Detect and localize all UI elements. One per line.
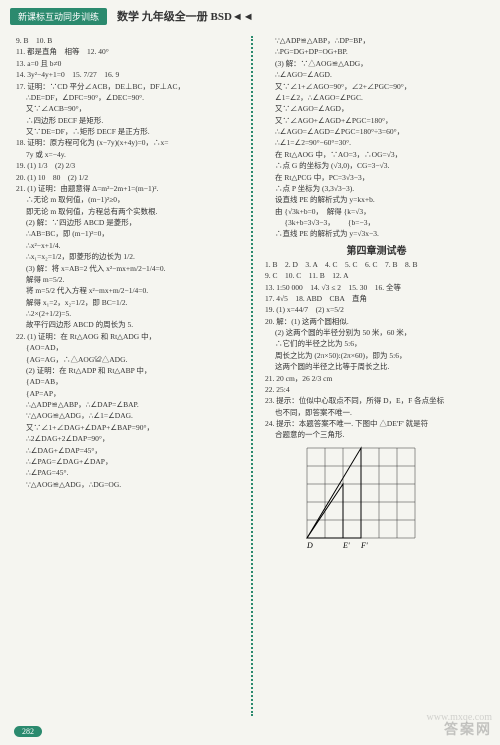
text-line: 13. a=0 且 b≠0 (16, 59, 239, 70)
text-line: ∴点 G 的坐标为 (√3,0)，CG=3−√3. (265, 161, 488, 172)
text-line: 24. 提示：本题答案不唯一. 下图中 △DE'F' 就是符 (265, 419, 488, 430)
text-line: 解得 x₁=2，x₂=1/2，即 BC=1/2. (16, 298, 239, 309)
svg-text:E': E' (342, 541, 350, 550)
svg-text:F': F' (360, 541, 368, 550)
text-line: 解得 m=5/2. (16, 275, 239, 286)
watermark: 答案网 (444, 719, 492, 739)
text-line: 9. B 10. B (16, 36, 239, 47)
text-line: 又∵∠AGO+∠AGD+∠PGC=180°， (265, 116, 488, 127)
text-line: ∴它们的半径之比为 5:6， (265, 339, 488, 350)
text-line: (3) 解：∵△AOG≌△ADG， (265, 59, 488, 70)
text-line: 设直线 PE 的解析式为 y=kx+b. (265, 195, 488, 206)
svg-text:D: D (306, 541, 313, 550)
text-line: 也不同，即答案不唯一. (265, 408, 488, 419)
text-line: 13. 1:50 000 14. √3 ≤ 2 15. 30 16. 全等 (265, 283, 488, 294)
text-line: 19. (1) x=44/7 (2) x=5/2 (265, 305, 488, 316)
header-title: 数学 九年级全一册 BSD◄◄ (117, 8, 254, 24)
text-line: 20. 解：(1) 这两个圆相似. (265, 317, 488, 328)
text-line: 7y 或 x=−4y. (16, 150, 239, 161)
text-line: 17. 4√5 18. ABD CBA 直角 (265, 294, 488, 305)
page-number: 282 (14, 726, 42, 737)
text-line: 14. 3y²−4y+1=0 15. 7/27 16. 9 (16, 70, 239, 81)
text-line: {AG=AG，∴△AOG≌△ADG. (16, 355, 239, 366)
text-line: ∵△AOG≌△ADG，∴DG=OG. (16, 480, 239, 491)
text-line: ∴∠PAG=45°. (16, 468, 239, 479)
text-line: 即无论 m 取何值，方程总有两个实数根. (16, 207, 239, 218)
text-line: ∴2∠DAG+2∠DAP=90°， (16, 434, 239, 445)
text-line: 17. 证明：∵CD 平分∠ACB，DE⊥BC，DF⊥AC， (16, 82, 239, 93)
text-line: 22. (1) 证明：在 Rt△AOG 和 Rt△ADG 中， (16, 332, 239, 343)
text-line: 由 {√3k+b=0， 解得 {k=√3， (265, 207, 488, 218)
text-line: ∠1=∠2，∴∠AGO=∠PGC. (265, 93, 488, 104)
text-line: ∵△ADP≌△ABP，∴DP=BP， (265, 36, 488, 47)
triangle-figure: D E' F' (305, 446, 433, 550)
text-line: 又∵∠1+∠DAG+∠DAP+∠BAP=90°， (16, 423, 239, 434)
text-line: 这两个圆的半径之比等于周长之比. (265, 362, 488, 373)
right-column: ∵△ADP≌△ABP，∴DP=BP，∴PG=DG+DP=OG+BP.(3) 解：… (265, 36, 488, 716)
text-line: ∴∠AGO=∠AGD=∠PGC=180°÷3=60°， (265, 127, 488, 138)
column-divider (251, 36, 253, 716)
text-line: 又∵∠AGO=∠AGD， (265, 104, 488, 115)
text-line: ∴△ADP≌△ABP，∴∠DAP=∠BAP. (16, 400, 239, 411)
text-line: 周长之比为 (2π×50):(2π×60)，即为 5:6， (265, 351, 488, 362)
text-line: 1. B 2. D 3. A 4. C 5. C 6. C 7. B 8. B (265, 260, 488, 271)
text-line: (2) 解：∵四边形 ABCD 是菱形， (16, 218, 239, 229)
text-line: 11. 都是直角 相等 12. 40° (16, 47, 239, 58)
text-line: ∴∠PAG=∠DAG+∠DAP， (16, 457, 239, 468)
text-line: ∴点 P 坐标为 (3,3√3−3). (265, 184, 488, 195)
text-line: 23. 提示：位似中心取点不同，所得 D，E，F 各点坐标 (265, 396, 488, 407)
text-line: ∴x²−x+1/4. (16, 241, 239, 252)
header-badge: 新课标互动同步训练 (10, 8, 107, 25)
text-line: ∴DE=DF，∠DFC=90°，∠DEC=90°. (16, 93, 239, 104)
page-header: 新课标互动同步训练 数学 九年级全一册 BSD◄◄ (0, 0, 500, 32)
text-line: ∴PG=DG+DP=OG+BP. (265, 47, 488, 58)
text-line: 19. (1) 1/3 (2) 2/3 (16, 161, 239, 172)
text-line: (2) 这两个圆的半径分别为 50 米，60 米， (265, 328, 488, 339)
text-line: 又∵∠1+∠AGO=90°，∠2+∠PGC=90°， (265, 82, 488, 93)
text-line: 又∵DE=DF，∴矩形 DECF 是正方形. (16, 127, 239, 138)
text-line: ∴直线 PE 的解析式为 y=√3x−3. (265, 229, 488, 240)
text-line: (3) 解：将 x=AB=2 代入 x²−mx+m/2−1/4=0. (16, 264, 239, 275)
text-line: 21. 20 cm，26 2/3 cm (265, 374, 488, 385)
text-line: ∴AB=BC，即 (m−1)²=0， (16, 229, 239, 240)
text-line: 将 m=5/2 代入方程 x²−mx+m/2−1/4=0. (16, 286, 239, 297)
text-line: ∴无论 m 取何值，(m−1)²≥0， (16, 195, 239, 206)
text-line: ∴四边形 DECF 是矩形. (16, 116, 239, 127)
text-line: {AO=AD， (16, 343, 239, 354)
text-line: ∴∠AGO=∠AGD. (265, 70, 488, 81)
content-area: 9. B 10. B11. 都是直角 相等 12. 40°13. a=0 且 b… (0, 32, 500, 720)
text-line: {3k+b=3√3−3， {b=−3， (265, 218, 488, 229)
text-line: 22. 25:4 (265, 385, 488, 396)
text-line: 又∵∠ACB=90°， (16, 104, 239, 115)
text-line: 在 Rt△PCG 中，PC=3√3−3， (265, 173, 488, 184)
text-line: 故平行四边形 ABCD 的周长为 5. (16, 320, 239, 331)
text-line: ∴x₁=x₂=1/2，即菱形的边长为 1/2. (16, 252, 239, 263)
text-line: ∴∠DAG+∠DAP=45°， (16, 446, 239, 457)
text-line: 在 Rt△AOG 中，∵AO=3，∴OG=√3， (265, 150, 488, 161)
text-line: {AP=AP， (16, 389, 239, 400)
left-column: 9. B 10. B11. 都是直角 相等 12. 40°13. a=0 且 b… (16, 36, 239, 716)
text-line: ∴∠1=∠2=90°−60°=30°. (265, 138, 488, 149)
text-line: ∴2×(2+1/2)=5. (16, 309, 239, 320)
section-title: 第四章测试卷 (265, 245, 488, 260)
text-line: 21. (1) 证明：由题意得 Δ=m²−2m+1=(m−1)². (16, 184, 239, 195)
text-line: (2) 证明：在 Rt△ADP 和 Rt△ABP 中， (16, 366, 239, 377)
text-line: 20. (1) 10 80 (2) 1/2 (16, 173, 239, 184)
text-line: ∵△AOG≌△ADG，∴∠1=∠DAG. (16, 411, 239, 422)
text-line: 9. C 10. C 11. B 12. A (265, 271, 488, 282)
text-line: 18. 证明：原方程可化为 (x−7y)(x+4y)=0，∴x= (16, 138, 239, 149)
text-line: {AD=AB， (16, 377, 239, 388)
text-line: 合题意的一个三角形. (265, 430, 488, 441)
